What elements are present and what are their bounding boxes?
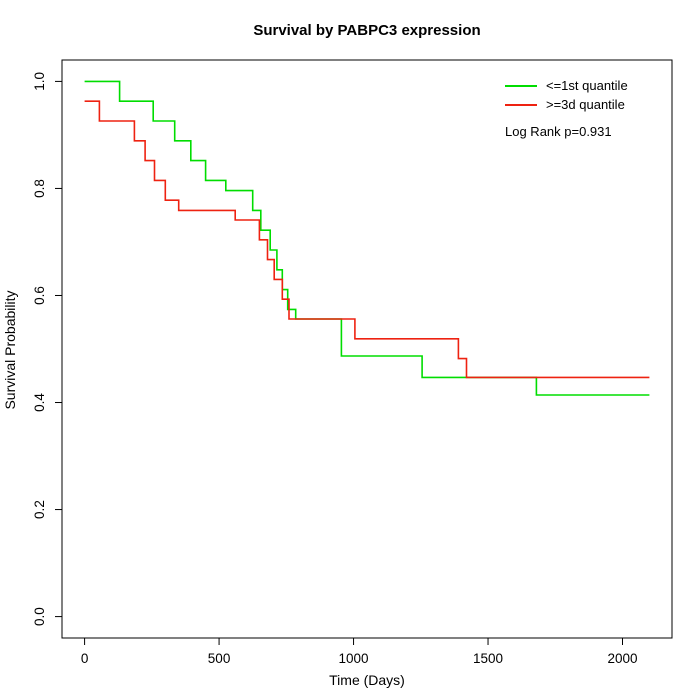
legend-label-low-quantile: <=1st quantile (546, 78, 628, 93)
x-axis-tick-label: 0 (81, 651, 89, 666)
legend-line-green (505, 84, 537, 87)
legend-item-high-quantile: >=3d quantile (505, 95, 628, 114)
log-rank-pvalue: Log Rank p=0.931 (505, 124, 612, 139)
y-axis-tick-label: 0.6 (32, 286, 47, 305)
x-axis-tick-label: 500 (208, 651, 231, 666)
y-axis-tick-label: 1.0 (32, 72, 47, 91)
y-axis-tick-label: 0.0 (32, 607, 47, 626)
x-axis-tick-label: 1000 (339, 651, 369, 666)
km-curve-low-quantile (84, 80, 650, 396)
y-axis-tick-label: 0.8 (32, 179, 47, 198)
x-axis-tick-label: 2000 (607, 651, 637, 666)
km-curve-high-quantile (84, 100, 650, 379)
plot-box (61, 59, 673, 639)
legend-line-red (505, 103, 537, 106)
legend-item-low-quantile: <=1st quantile (505, 76, 628, 95)
legend-label-high-quantile: >=3d quantile (546, 97, 625, 112)
x-axis-title: Time (Days) (329, 672, 405, 688)
x-axis-tick-label: 1500 (473, 651, 503, 666)
legend: <=1st quantile >=3d quantile Log Rank p=… (505, 76, 628, 139)
chart-title: Survival by PABPC3 expression (253, 22, 481, 39)
y-axis-title: Survival Probability (2, 290, 18, 410)
y-axis-tick-label: 0.2 (32, 500, 47, 519)
y-axis-tick-label: 0.4 (32, 393, 47, 412)
